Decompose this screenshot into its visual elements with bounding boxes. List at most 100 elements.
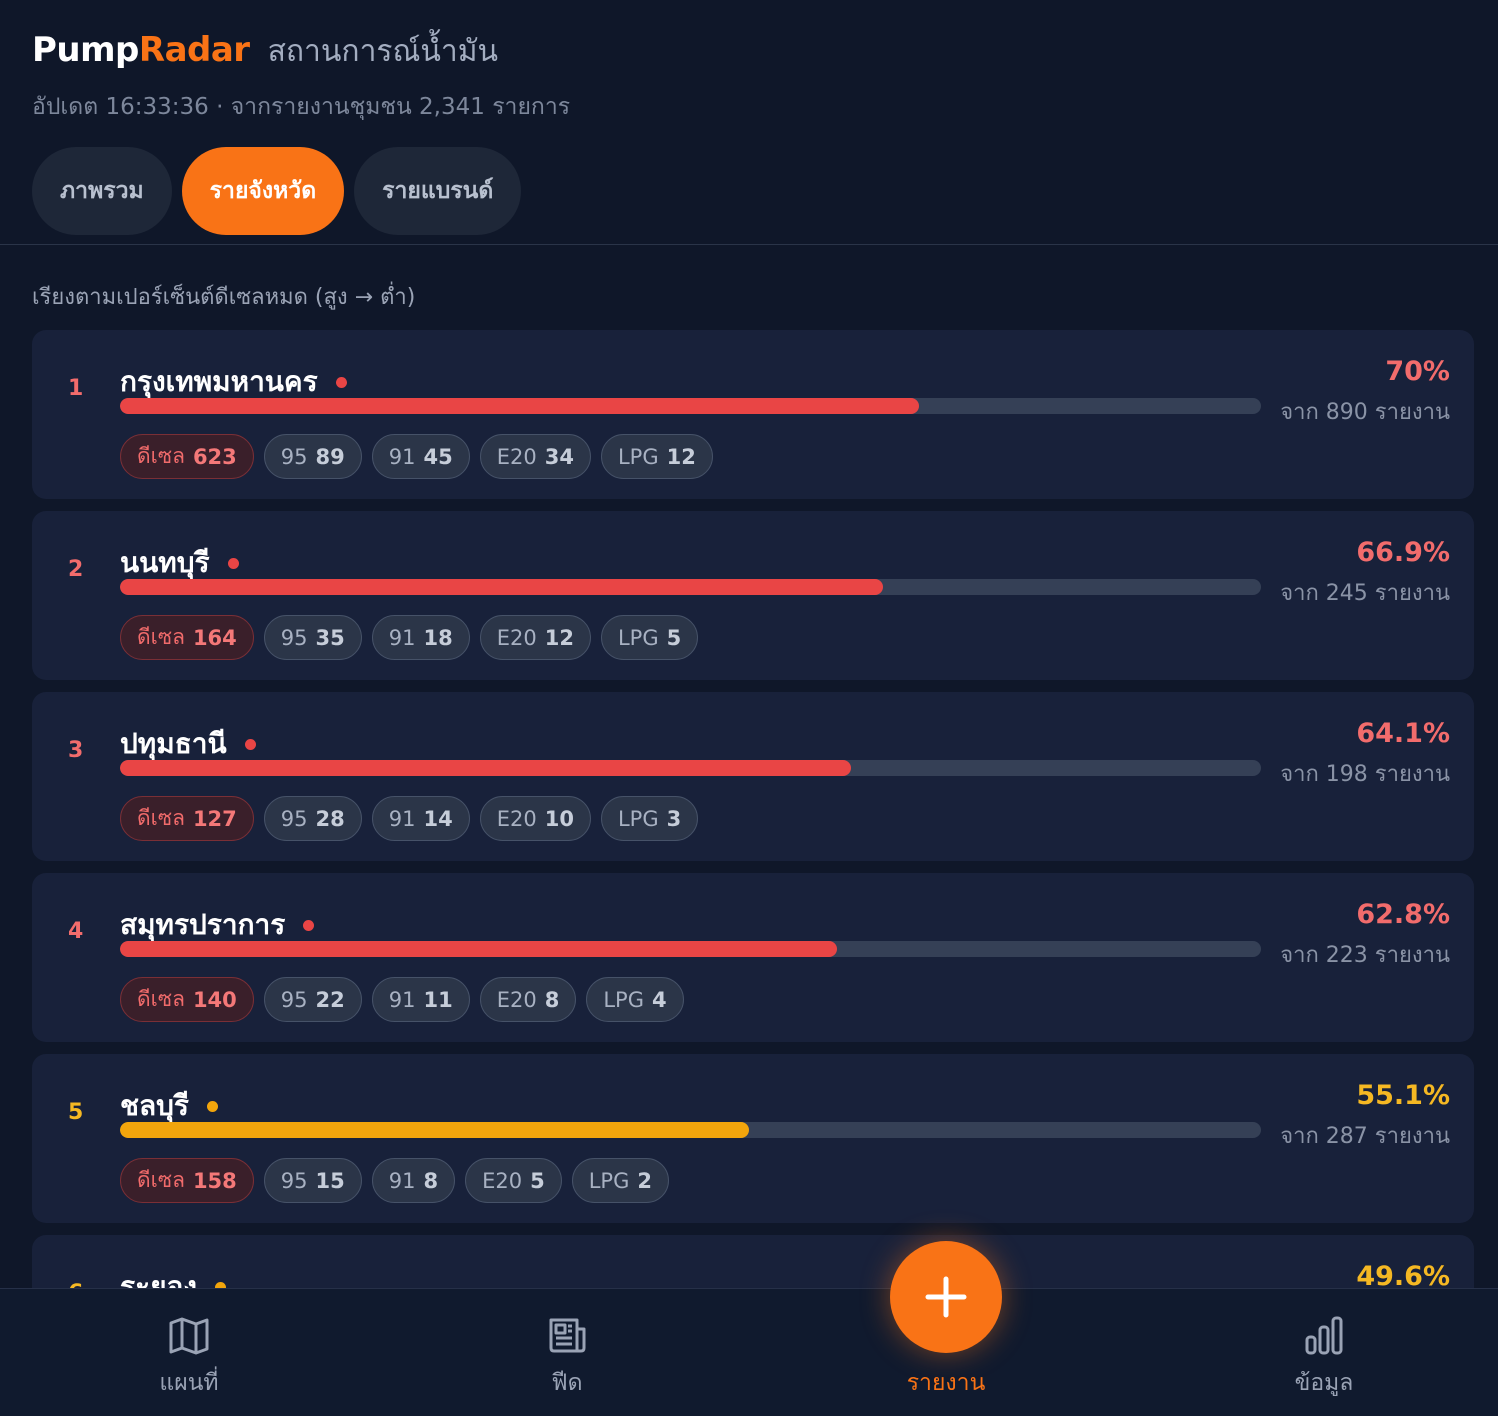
diesel-out-bar-fill (120, 760, 852, 776)
diesel-out-percent: 66.9% (1356, 537, 1450, 568)
diesel-out-percent: 70% (1385, 356, 1450, 387)
fuel-report-count: 4 (651, 987, 667, 1012)
fuel-report-count: 11 (423, 987, 453, 1012)
rank-number: 4 (68, 919, 84, 944)
view-tabs: ภาพรวม รายจังหวัด รายแบรนด์ (32, 147, 1466, 235)
fuel-report-count: 2 (637, 1168, 652, 1193)
fuel-chip: ดีเซล 140 (120, 977, 254, 1022)
fuel-chip: LPG 2 (571, 1158, 669, 1203)
fuel-type-label: 95 (280, 987, 308, 1012)
fuel-type-label: 95 (280, 625, 308, 650)
province-header: กรุงเทพมหานคร (120, 360, 347, 404)
brand-part-2: Radar (138, 30, 250, 70)
fuel-chip: 91 11 (371, 977, 470, 1022)
fuel-type-label: ดีเซล (137, 625, 185, 649)
province-list: 1 กรุงเทพมหานคร 70% จาก 890 รายงาน ดีเซล… (32, 330, 1474, 1404)
province-header: สมุทรปราการ (120, 903, 315, 947)
fuel-type-label: 91 (388, 987, 416, 1012)
fuel-report-count: 140 (192, 987, 237, 1012)
plus-icon (925, 1276, 967, 1318)
fuel-chip: LPG 3 (600, 796, 699, 841)
rank-number: 1 (68, 376, 84, 401)
fuel-report-count: 10 (544, 806, 574, 831)
diesel-out-percent: 55.1% (1356, 1080, 1450, 1111)
status-dot (335, 376, 347, 388)
fuel-chip: LPG 5 (600, 615, 699, 660)
fuel-chip: E20 34 (479, 434, 591, 479)
status-dot (206, 1100, 218, 1112)
province-card[interactable]: 5 ชลบุรี 55.1% จาก 287 รายงาน ดีเซล 158 … (32, 1054, 1474, 1223)
province-list-section: เรียงตามเปอร์เซ็นต์ดีเซลหมด (สูง → ต่ำ) … (0, 245, 1498, 1404)
tab-by-brand[interactable]: รายแบรนด์ (354, 147, 522, 235)
fuel-chip: 95 22 (263, 977, 362, 1022)
diesel-out-bar (120, 1122, 1261, 1138)
tab-by-province[interactable]: รายจังหวัด (181, 147, 345, 235)
status-dot (303, 919, 315, 931)
fuel-chip: ดีเซล 623 (120, 434, 254, 479)
nav-feed-label: ฟีด (551, 1370, 583, 1396)
fuel-chip: 91 45 (371, 434, 470, 479)
fuel-report-count: 8 (544, 987, 560, 1012)
fuel-type-label: 91 (388, 625, 416, 650)
tab-overview[interactable]: ภาพรวม (32, 147, 172, 235)
diesel-out-bar-fill (120, 398, 919, 414)
fuel-chip: LPG 12 (600, 434, 713, 479)
page-subtitle: สถานการณ์น้ำมัน (267, 34, 498, 69)
fuel-report-count: 35 (315, 625, 345, 650)
fuel-type-label: 91 (388, 444, 416, 469)
fuel-type-label: 95 (280, 806, 308, 831)
fuel-type-label: E20 (496, 806, 537, 831)
fuel-report-count: 15 (315, 1168, 345, 1193)
fuel-type-label: 95 (280, 1168, 308, 1193)
fuel-chip: E20 8 (479, 977, 577, 1022)
fuel-chip: E20 5 (465, 1158, 562, 1203)
report-count-text: จาก 198 รายงาน (1280, 762, 1450, 787)
nav-feed[interactable]: ฟีด (487, 1315, 647, 1401)
fuel-report-count: 5 (666, 625, 682, 650)
status-dot (227, 557, 239, 569)
add-report-button[interactable] (890, 1241, 1002, 1353)
fuel-chip: ดีเซล 158 (120, 1158, 254, 1203)
fuel-report-count: 18 (423, 625, 453, 650)
fuel-report-count: 14 (423, 806, 453, 831)
fuel-chip: LPG 4 (586, 977, 684, 1022)
province-card[interactable]: 4 สมุทรปราการ 62.8% จาก 223 รายงาน ดีเซล… (32, 873, 1474, 1042)
fuel-report-count: 127 (192, 806, 237, 831)
province-name: ปทุมธานี (120, 727, 227, 760)
newspaper-icon (549, 1318, 586, 1353)
rank-number: 2 (68, 557, 84, 582)
status-dot (244, 738, 256, 750)
province-card[interactable]: 2 นนทบุรี 66.9% จาก 245 รายงาน ดีเซล 164… (32, 511, 1474, 680)
fuel-report-count: 28 (315, 806, 345, 831)
diesel-out-bar-fill (120, 579, 884, 595)
fuel-type-label: LPG (603, 987, 644, 1012)
fuel-chip: 95 15 (263, 1158, 362, 1203)
fuel-type-label: E20 (496, 444, 537, 469)
fuel-chip-row: ดีเซล 623 95 89 91 45 E20 34 LPG 12 (120, 434, 713, 479)
app-logo: PumpRadar (32, 30, 250, 70)
fuel-chip: E20 12 (479, 615, 591, 660)
fuel-report-count: 12 (544, 625, 574, 650)
fuel-report-count: 623 (192, 444, 237, 469)
diesel-out-bar (120, 760, 1261, 776)
nav-report[interactable]: รายงาน (866, 1365, 1026, 1401)
nav-map[interactable]: แผนที่ (109, 1315, 269, 1401)
province-card[interactable]: 3 ปทุมธานี 64.1% จาก 198 รายงาน ดีเซล 12… (32, 692, 1474, 861)
province-name: กรุงเทพมหานคร (120, 365, 318, 398)
fuel-type-label: E20 (496, 625, 537, 650)
nav-data[interactable]: ข้อมูล (1244, 1315, 1404, 1401)
header: PumpRadar สถานการณ์น้ำมัน อัปเดต 16:33:3… (0, 0, 1498, 245)
fuel-chip: 91 18 (371, 615, 470, 660)
report-count-text: จาก 287 รายงาน (1280, 1124, 1450, 1149)
fuel-type-label: LPG (617, 444, 659, 469)
diesel-out-bar (120, 941, 1261, 957)
fuel-report-count: 34 (544, 444, 574, 469)
fuel-type-label: LPG (617, 806, 659, 831)
fuel-chip: 91 14 (371, 796, 470, 841)
diesel-out-percent: 64.1% (1356, 718, 1450, 749)
title-row: PumpRadar สถานการณ์น้ำมัน (32, 28, 1466, 75)
rank-number: 3 (68, 738, 84, 763)
province-card[interactable]: 1 กรุงเทพมหานคร 70% จาก 890 รายงาน ดีเซล… (32, 330, 1474, 499)
diesel-out-bar-fill (120, 1122, 749, 1138)
nav-map-label: แผนที่ (159, 1370, 219, 1396)
